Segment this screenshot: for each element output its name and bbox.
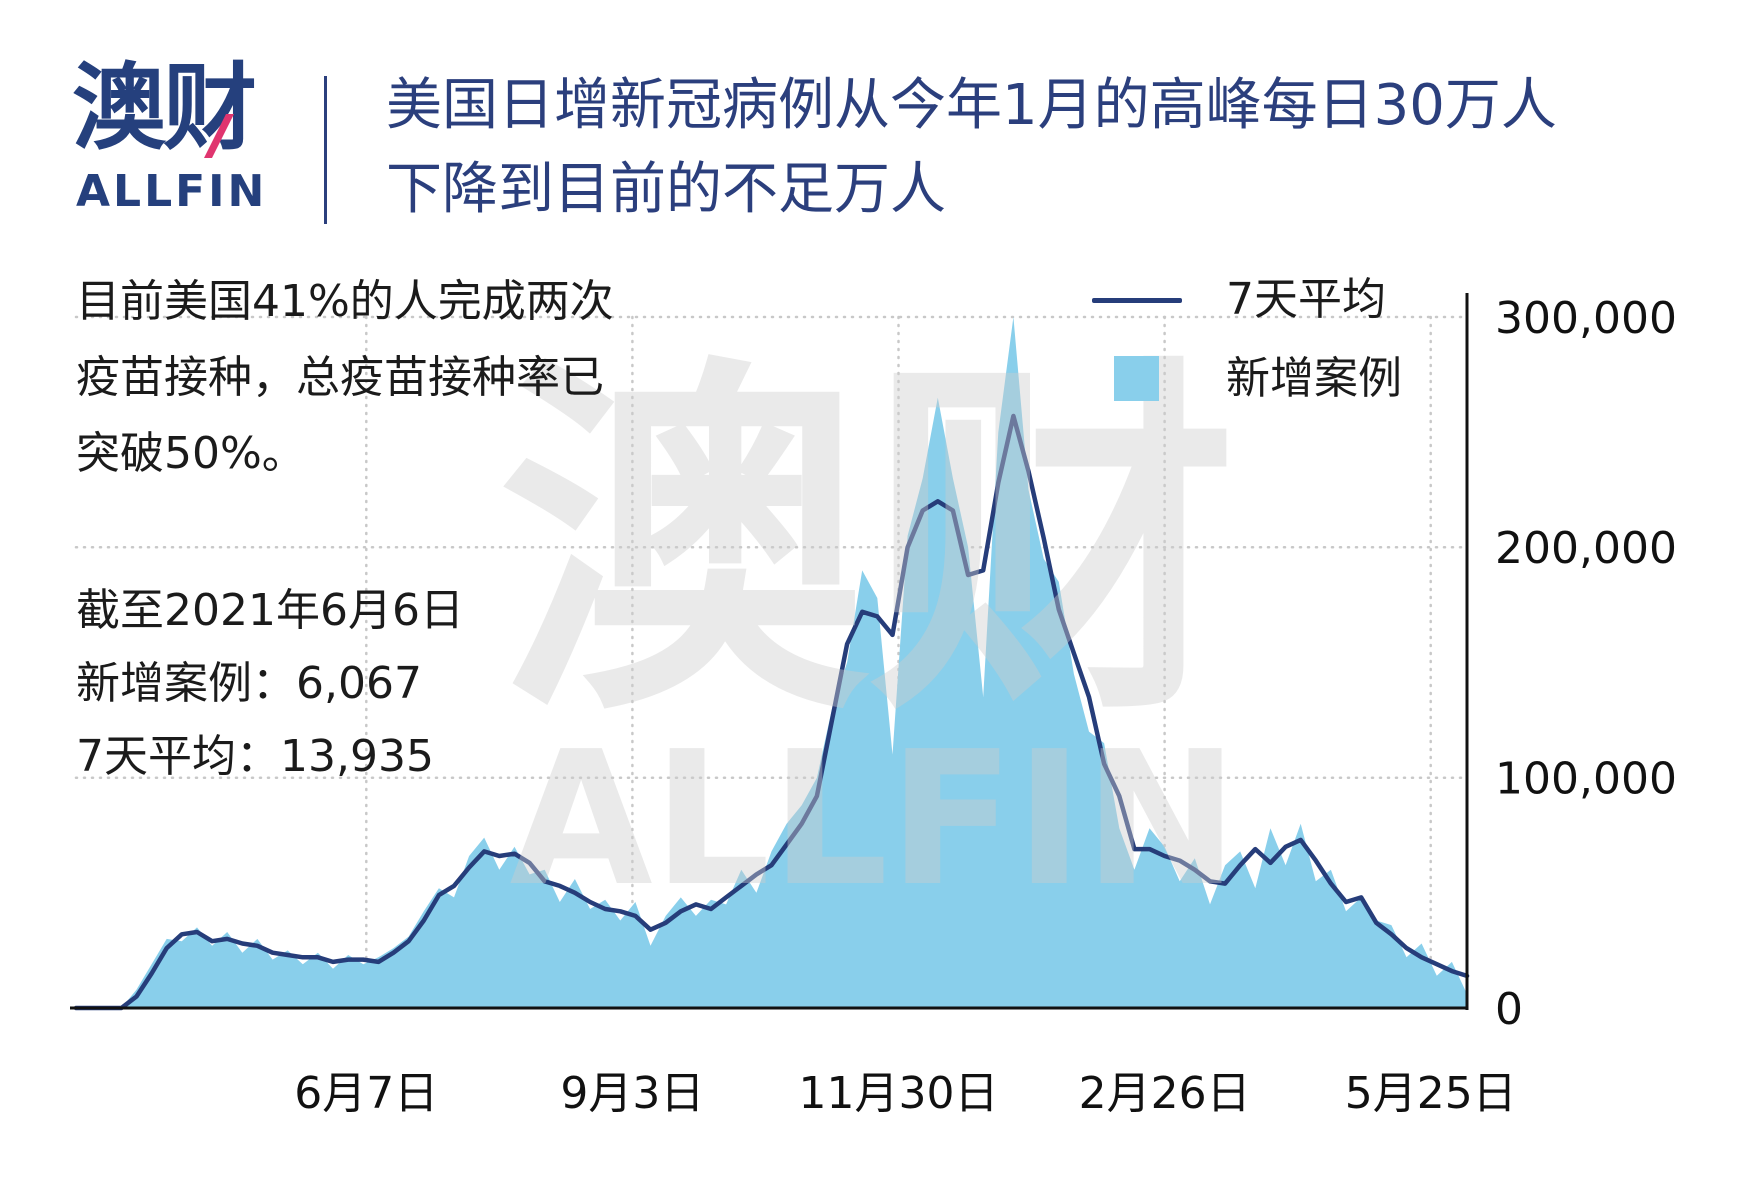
logo-accent-mark [204,114,234,158]
legend-label-seven-day-average: 7天平均 [1226,274,1386,325]
x-tick-label: 11月30日 [799,1068,999,1119]
chart-series [73,317,1470,1011]
legend-area-swatch [1114,356,1159,401]
y-tick-label: 300,000 [1495,293,1677,344]
logo-accent-stroke [204,114,234,158]
logo-wordmark-cn: 澳财 [72,54,257,163]
chart-title-line-1: 美国日增新冠病例从今年1月的高峰每日30万人 [386,73,1557,138]
y-tick-label: 200,000 [1495,523,1677,574]
note-line-2: 疫苗接种，总疫苗接种率已 [76,352,604,403]
stats-new-cases: 新增案例：6,067 [76,658,422,709]
latest-stats: 截至2021年6月6日 新增案例：6,067 7天平均：13,935 [76,574,464,793]
y-tick-label: 0 [1495,984,1523,1035]
new-cases-area [76,317,1467,1008]
chart-axes [70,293,1469,1010]
seven-day-average-line [73,413,1470,1011]
header-divider [324,76,327,224]
note-line-3: 突破50%。 [76,428,306,479]
y-tick-label: 100,000 [1495,754,1677,805]
chart-title-line-2: 下降到目前的不足万人 [386,157,946,222]
note-line-1: 目前美国41%的人完成两次 [76,276,614,327]
stats-seven-day-average: 7天平均：13,935 [76,731,434,782]
x-tick-label: 5月25日 [1345,1068,1517,1119]
x-tick-label: 9月3日 [560,1068,704,1119]
x-tick-label: 2月26日 [1079,1068,1251,1119]
x-tick-label: 6月7日 [294,1068,438,1119]
chart-title: 美国日增新冠病例从今年1月的高峰每日30万人 下降到目前的不足万人 [386,64,1557,232]
legend-line-swatch [1092,298,1182,303]
stats-as-of-date: 截至2021年6月6日 [76,585,464,636]
logo-wordmark-en: ALLFIN [76,166,268,217]
vaccination-note: 目前美国41%的人完成两次 疫苗接种，总疫苗接种率已 突破50%。 [76,264,614,492]
legend-label-new-cases: 新增案例 [1226,353,1402,404]
tick-labels: 300,000 200,000 100,000 0 6月7日 9月3日 11月30日 2月26… [294,293,1677,1119]
